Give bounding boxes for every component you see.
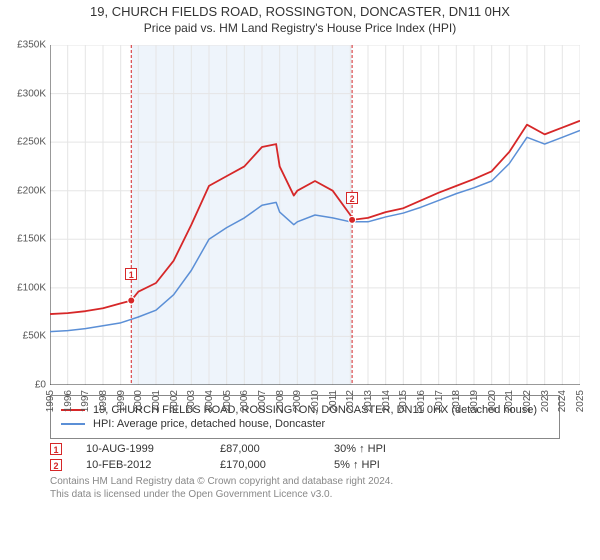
x-tick-label: 2017 [434, 390, 445, 412]
transaction-marker-1: 1 [125, 268, 137, 280]
x-tick-label: 2011 [328, 390, 339, 412]
x-tick-label: 2004 [204, 390, 215, 412]
footer-attribution: Contains HM Land Registry data © Crown c… [50, 475, 560, 501]
x-tick-label: 1995 [45, 390, 56, 412]
y-tick-label: £0 [35, 380, 46, 391]
legend-item: HPI: Average price, detached house, Donc… [61, 418, 549, 430]
transaction-row-marker: 2 [50, 459, 62, 471]
y-tick-label: £150K [17, 234, 46, 245]
x-tick-label: 2007 [257, 390, 268, 412]
x-tick-label: 2016 [416, 390, 427, 412]
transaction-delta: 5% ↑ HPI [334, 459, 380, 471]
x-tick-label: 2002 [169, 390, 180, 412]
footer-line1: Contains HM Land Registry data © Crown c… [50, 475, 560, 488]
x-tick-label: 2003 [186, 390, 197, 412]
x-tick-label: 1996 [63, 390, 74, 412]
transaction-date: 10-FEB-2012 [86, 459, 196, 471]
y-tick-label: £50K [23, 331, 46, 342]
x-tick-label: 2001 [151, 390, 162, 412]
y-tick-label: £200K [17, 185, 46, 196]
title-subtitle: Price paid vs. HM Land Registry's House … [0, 21, 600, 35]
chart-area: £0£50K£100K£150K£200K£250K£300K£350K1995… [50, 45, 580, 385]
x-tick-label: 1997 [80, 390, 91, 412]
x-tick-label: 2022 [522, 390, 533, 412]
y-tick-label: £250K [17, 137, 46, 148]
x-tick-label: 2006 [239, 390, 250, 412]
x-tick-label: 2013 [363, 390, 374, 412]
y-tick-label: £350K [17, 40, 46, 51]
transaction-row: 2 10-FEB-2012 £170,000 5% ↑ HPI [50, 459, 560, 471]
transaction-price: £170,000 [220, 459, 310, 471]
transaction-row: 1 10-AUG-1999 £87,000 30% ↑ HPI [50, 443, 560, 455]
transaction-marker-2: 2 [346, 192, 358, 204]
x-tick-label: 2015 [398, 390, 409, 412]
titles-block: 19, CHURCH FIELDS ROAD, ROSSINGTON, DONC… [0, 0, 600, 35]
x-tick-label: 2009 [292, 390, 303, 412]
transaction-table: 1 10-AUG-1999 £87,000 30% ↑ HPI 2 10-FEB-2012… [50, 443, 560, 471]
x-tick-label: 1999 [116, 390, 127, 412]
x-tick-label: 2020 [487, 390, 498, 412]
x-tick-label: 1998 [98, 390, 109, 412]
x-tick-label: 2025 [575, 390, 586, 412]
title-address: 19, CHURCH FIELDS ROAD, ROSSINGTON, DONC… [0, 4, 600, 19]
transaction-row-marker: 1 [50, 443, 62, 455]
x-tick-label: 2023 [540, 390, 551, 412]
footer-line2: This data is licensed under the Open Gov… [50, 488, 560, 501]
transaction-delta: 30% ↑ HPI [334, 443, 386, 455]
x-tick-label: 2024 [557, 390, 568, 412]
legend-swatch [61, 423, 85, 425]
y-tick-label: £100K [17, 282, 46, 293]
chart-svg [50, 45, 580, 385]
x-tick-label: 2005 [222, 390, 233, 412]
x-tick-label: 2010 [310, 390, 321, 412]
x-tick-label: 2018 [451, 390, 462, 412]
transaction-price: £87,000 [220, 443, 310, 455]
x-tick-label: 2014 [381, 390, 392, 412]
y-tick-label: £300K [17, 88, 46, 99]
x-tick-label: 2012 [345, 390, 356, 412]
page-container: 19, CHURCH FIELDS ROAD, ROSSINGTON, DONC… [0, 0, 600, 560]
x-tick-label: 2019 [469, 390, 480, 412]
x-tick-label: 2008 [275, 390, 286, 412]
legend-label: HPI: Average price, detached house, Donc… [93, 418, 325, 430]
transaction-date: 10-AUG-1999 [86, 443, 196, 455]
x-tick-label: 2000 [133, 390, 144, 412]
x-tick-label: 2021 [504, 390, 515, 412]
